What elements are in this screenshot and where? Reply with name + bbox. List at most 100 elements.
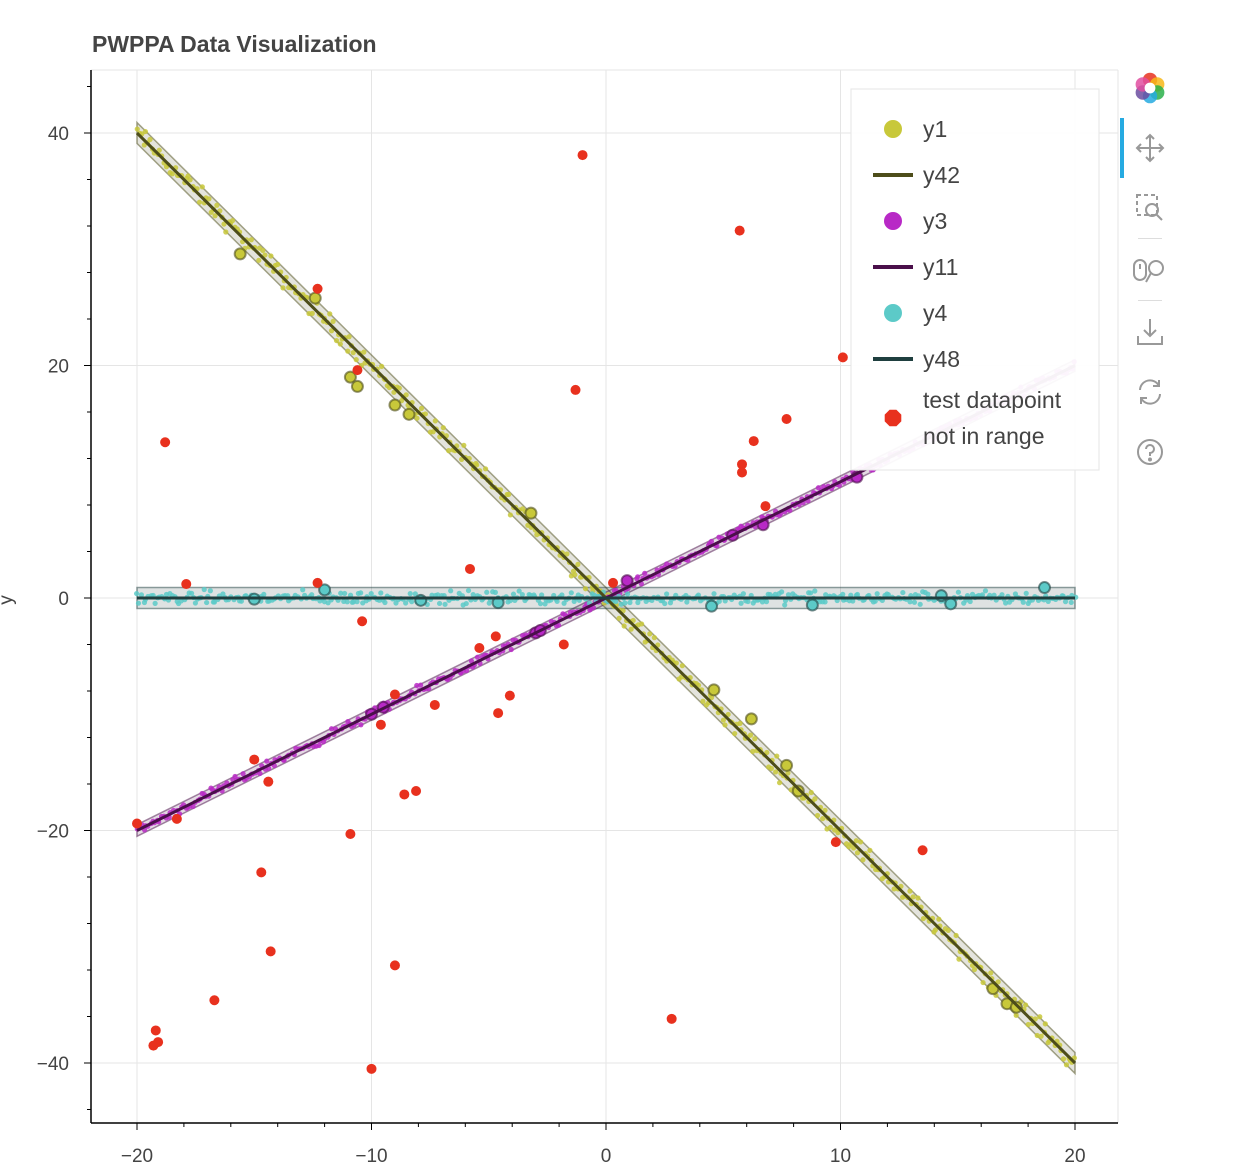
data-point-y1 xyxy=(440,425,446,431)
data-point-y1 xyxy=(822,807,828,813)
data-point-y1 xyxy=(142,128,149,135)
test-datapoint xyxy=(132,818,142,829)
data-point-y1 xyxy=(1063,1062,1070,1068)
data-point-y1 xyxy=(221,221,227,227)
test-datapoint xyxy=(748,436,759,447)
test-datapoint xyxy=(352,365,363,376)
data-point-y1 xyxy=(1023,1002,1029,1008)
data-point-y4 xyxy=(238,598,244,604)
highlight-point-y1 xyxy=(791,784,805,798)
pan-icon[interactable] xyxy=(1132,130,1168,166)
data-point-y1 xyxy=(860,857,866,863)
data-point-y4 xyxy=(624,591,631,597)
data-point-y3 xyxy=(257,770,263,777)
data-point-y1 xyxy=(628,626,634,632)
data-point-y1 xyxy=(482,466,489,472)
data-point-y4 xyxy=(407,591,413,597)
test-datapoint xyxy=(570,384,581,395)
data-point-y4 xyxy=(982,588,989,594)
data-point-y3 xyxy=(240,771,246,777)
data-point-y1 xyxy=(1013,1012,1019,1018)
data-point-y4 xyxy=(627,599,633,606)
axes: −40 −20 0 20 40 −20 −10 0 10 20 xyxy=(37,70,1118,1167)
data-point-y3 xyxy=(474,654,481,660)
data-point-y4 xyxy=(722,598,728,604)
data-point-y4 xyxy=(378,590,384,596)
data-point-y1 xyxy=(206,196,212,202)
data-point-y4 xyxy=(635,599,641,606)
data-point-y4 xyxy=(300,587,306,593)
test-datapoint xyxy=(577,150,588,161)
data-point-y4 xyxy=(412,591,418,597)
test-datapoint xyxy=(734,225,745,236)
test-datapoint xyxy=(504,690,515,701)
data-point-y1 xyxy=(212,213,218,219)
data-point-y1 xyxy=(812,796,818,802)
reset-icon[interactable] xyxy=(1132,374,1168,410)
legend[interactable]: y1 y42 y3 y11 y4 y48 test datapoint not in rang… xyxy=(850,88,1100,471)
data-point-y1 xyxy=(1025,1021,1031,1028)
data-point-y1 xyxy=(956,956,962,962)
data-point-y4 xyxy=(874,591,880,597)
y-tick-label: −40 xyxy=(37,1054,69,1075)
test-datapoint xyxy=(375,719,386,730)
data-point-y4 xyxy=(812,588,818,594)
highlight-point-y1 xyxy=(388,398,402,412)
y-axis-label: y xyxy=(0,595,17,605)
test-datapoint xyxy=(209,995,220,1006)
data-point-y1 xyxy=(229,218,236,224)
data-point-y4 xyxy=(519,591,525,598)
data-point-y1 xyxy=(147,136,153,143)
highlight-point-y1 xyxy=(780,758,794,772)
data-point-y1 xyxy=(857,839,864,845)
test-datapoint xyxy=(830,837,841,848)
data-point-y1 xyxy=(328,328,335,334)
data-point-y1 xyxy=(867,847,873,853)
data-point-y1 xyxy=(814,812,821,819)
data-point-y1 xyxy=(945,927,951,933)
test-datapoint xyxy=(737,467,748,478)
legend-label: y4 xyxy=(923,300,948,326)
toolbar-separator xyxy=(1138,238,1162,239)
data-point-y4 xyxy=(872,598,878,604)
save-icon[interactable] xyxy=(1132,314,1168,350)
help-icon[interactable] xyxy=(1132,434,1168,470)
data-point-y1 xyxy=(638,621,645,627)
highlight-point-y1 xyxy=(350,379,364,393)
test-datapoint xyxy=(181,579,192,590)
data-point-y3 xyxy=(468,658,475,664)
data-point-y4 xyxy=(134,590,140,597)
data-point-y4 xyxy=(409,599,415,605)
data-point-y1 xyxy=(337,341,343,347)
legend-symbol-y4 xyxy=(884,304,902,322)
data-point-y1 xyxy=(330,318,336,324)
x-tick-label: 20 xyxy=(1064,1146,1085,1167)
test-datapoint xyxy=(263,776,274,787)
data-point-y1 xyxy=(827,824,833,831)
data-point-y1 xyxy=(853,838,859,844)
legend-label: y1 xyxy=(923,116,947,142)
data-point-y4 xyxy=(138,592,145,598)
highlight-point-y4 xyxy=(705,599,719,613)
data-point-y1 xyxy=(260,247,266,254)
data-point-y3 xyxy=(316,742,322,749)
wheel-zoom-icon[interactable] xyxy=(1132,252,1168,288)
test-datapoint xyxy=(366,1063,377,1074)
data-point-y1 xyxy=(764,749,770,756)
data-point-y1 xyxy=(1037,1014,1043,1020)
data-point-y1 xyxy=(1038,1033,1044,1039)
y-tick-label: −20 xyxy=(37,822,69,843)
data-point-y4 xyxy=(554,598,560,604)
legend-symbol-test-datapoint xyxy=(884,409,902,427)
test-datapoint xyxy=(357,616,368,627)
data-point-y4 xyxy=(344,599,350,605)
legend-label: y11 xyxy=(923,254,958,280)
box-zoom-icon[interactable] xyxy=(1132,190,1168,226)
bokeh-logo-icon[interactable] xyxy=(1132,70,1168,106)
data-point-y1 xyxy=(196,199,203,205)
highlight-point-y1 xyxy=(343,370,357,384)
data-point-y4 xyxy=(368,591,374,597)
test-datapoint xyxy=(150,1025,161,1036)
test-datapoint xyxy=(666,1013,677,1024)
data-point-y4 xyxy=(823,592,829,598)
